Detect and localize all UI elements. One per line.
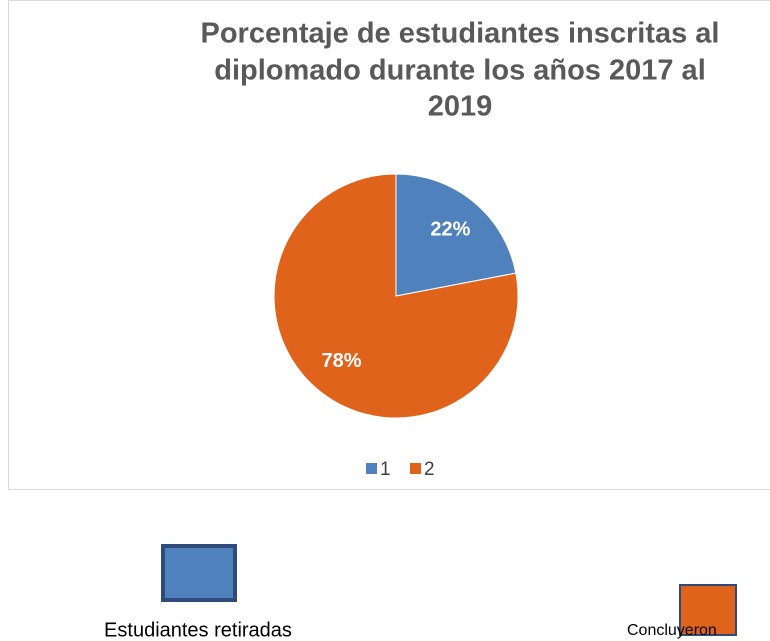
pie-slice: [273, 173, 519, 419]
chart-title: Porcentaje de estudiantes inscritas al: [201, 18, 720, 50]
chart-title: 2019: [428, 91, 493, 123]
legend-swatch: [366, 463, 377, 474]
key-swatch: [161, 544, 237, 602]
pie-slice: [395, 173, 517, 297]
chart-title: diplomado durante los años 2017 al: [214, 55, 706, 87]
legend-label: 1: [380, 459, 391, 480]
value-label: 22%: [430, 218, 470, 240]
key-label: Estudiantes retiradas: [104, 619, 292, 641]
legend-swatch: [410, 463, 421, 474]
legend-label: 2: [424, 459, 435, 480]
value-label: 78%: [322, 350, 362, 372]
key-label: Concluyeron: [627, 622, 717, 639]
key-swatch: [679, 584, 737, 636]
